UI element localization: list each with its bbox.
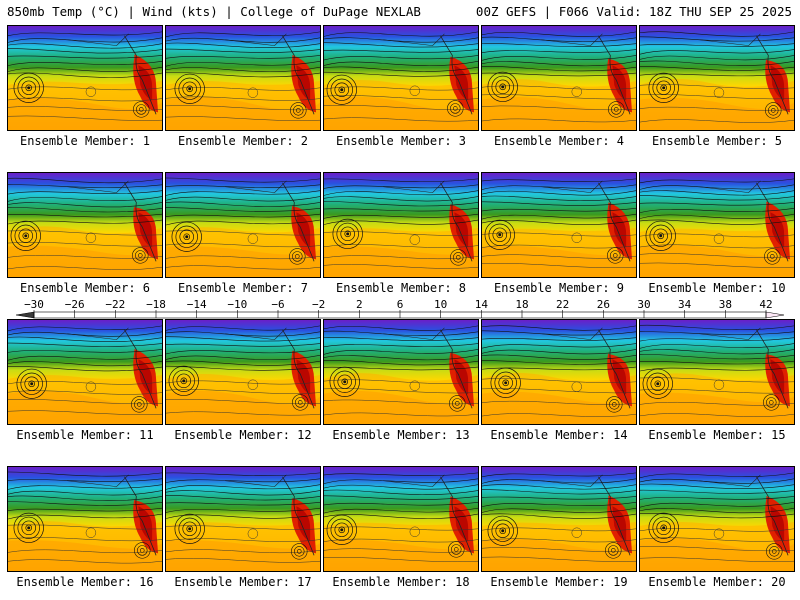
ensemble-member-map (323, 319, 479, 425)
colorbar-tick-label: −22 (105, 298, 125, 311)
ensemble-member-label: Ensemble Member: 20 (648, 575, 786, 589)
ensemble-member-map (165, 319, 321, 425)
colorbar-tick-label: −18 (146, 298, 166, 311)
colorbar-tick-label: 6 (397, 298, 404, 311)
ensemble-member-map (165, 25, 321, 131)
ensemble-member-label: Ensemble Member: 15 (648, 428, 786, 442)
ensemble-member-label: Ensemble Member: 10 (648, 281, 786, 295)
ensemble-member-label: Ensemble Member: 18 (332, 575, 470, 589)
colorbar-max-arrow (765, 311, 785, 319)
ensemble-member-label: Ensemble Member: 7 (177, 281, 309, 295)
ensemble-member-map (323, 466, 479, 572)
colorbar-tick-label: 42 (759, 298, 772, 311)
ensemble-member-label: Ensemble Member: 12 (174, 428, 312, 442)
ensemble-member-map (481, 319, 637, 425)
ensemble-member-map (7, 25, 163, 131)
colorbar-tick-label: −26 (65, 298, 85, 311)
ensemble-member-map (481, 172, 637, 278)
ensemble-member-label: Ensemble Member: 1 (19, 134, 151, 148)
ensemble-member-label: Ensemble Member: 13 (332, 428, 470, 442)
ensemble-member-map (323, 25, 479, 131)
ensemble-member-label: Ensemble Member: 6 (19, 281, 151, 295)
colorbar-tick-label: −2 (312, 298, 325, 311)
colorbar-tick-label: −10 (227, 298, 247, 311)
colorbar-tick-label: 34 (678, 298, 692, 311)
ensemble-member-map (323, 172, 479, 278)
colorbar-tick-label: −6 (271, 298, 284, 311)
ensemble-member-label: Ensemble Member: 9 (493, 281, 625, 295)
ensemble-member-map (639, 25, 795, 131)
ensemble-member-label: Ensemble Member: 3 (335, 134, 467, 148)
ensemble-member-label: Ensemble Member: 2 (177, 134, 309, 148)
ensemble-member-map (7, 172, 163, 278)
ensemble-member-map (165, 466, 321, 572)
colorbar-tick-label: 10 (434, 298, 447, 311)
ensemble-member-map (7, 466, 163, 572)
colorbar-min-arrow (15, 311, 35, 319)
ensemble-member-map (639, 172, 795, 278)
ensemble-member-label: Ensemble Member: 14 (490, 428, 628, 442)
colorbar-tick-label: 22 (556, 298, 569, 311)
temperature-colorbar: −30 −26 −22 −18 −14 −10 −6 −2 2 6 10 14 18 22 26 30 34 38… (15, 298, 785, 319)
colorbar-tick-label: −30 (24, 298, 44, 311)
valid-time-label: 00Z GEFS | F066 Valid: 18Z THU SEP 25 20… (475, 4, 792, 19)
colorbar-tick-label: 18 (515, 298, 528, 311)
ensemble-member-map (481, 25, 637, 131)
ensemble-member-label: Ensemble Member: 4 (493, 134, 625, 148)
ensemble-member-label: Ensemble Member: 17 (174, 575, 312, 589)
colorbar-tick-label: 14 (475, 298, 489, 311)
ensemble-member-label: Ensemble Member: 19 (490, 575, 628, 589)
ensemble-member-label: Ensemble Member: 16 (16, 575, 154, 589)
colorbar-tick-label: 30 (637, 298, 650, 311)
ensemble-member-label: Ensemble Member: 11 (16, 428, 154, 442)
colorbar-tick-label: −14 (187, 298, 207, 311)
ensemble-member-map (7, 319, 163, 425)
chart-title: 850mb Temp (°C) | Wind (kts) | College o… (7, 4, 421, 19)
colorbar-tick-label: 2 (356, 298, 363, 311)
colorbar-tick-label: 38 (719, 298, 732, 311)
ensemble-member-map (639, 319, 795, 425)
ensemble-member-label: Ensemble Member: 8 (335, 281, 467, 295)
ensemble-member-label: Ensemble Member: 5 (651, 134, 783, 148)
ensemble-member-map (481, 466, 637, 572)
ensemble-member-map (165, 172, 321, 278)
colorbar-tick-label: 26 (597, 298, 610, 311)
ensemble-member-map (639, 466, 795, 572)
